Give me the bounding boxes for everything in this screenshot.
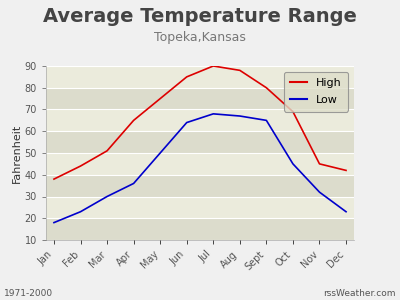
Bar [46, 196, 354, 218]
Text: Topeka,Kansas: Topeka,Kansas [154, 32, 246, 44]
Y-axis label: Fahrenheit: Fahrenheit [12, 123, 22, 183]
Text: 1971-2000: 1971-2000 [4, 290, 53, 298]
Bar [46, 88, 354, 110]
Bar [46, 175, 354, 196]
Legend: High, Low: High, Low [284, 72, 348, 112]
Text: rssWeather.com: rssWeather.com [324, 290, 396, 298]
Bar [46, 218, 354, 240]
Bar [46, 131, 354, 153]
Bar [46, 110, 354, 131]
Bar [46, 66, 354, 88]
Text: Average Temperature Range: Average Temperature Range [43, 8, 357, 26]
Bar [46, 153, 354, 175]
